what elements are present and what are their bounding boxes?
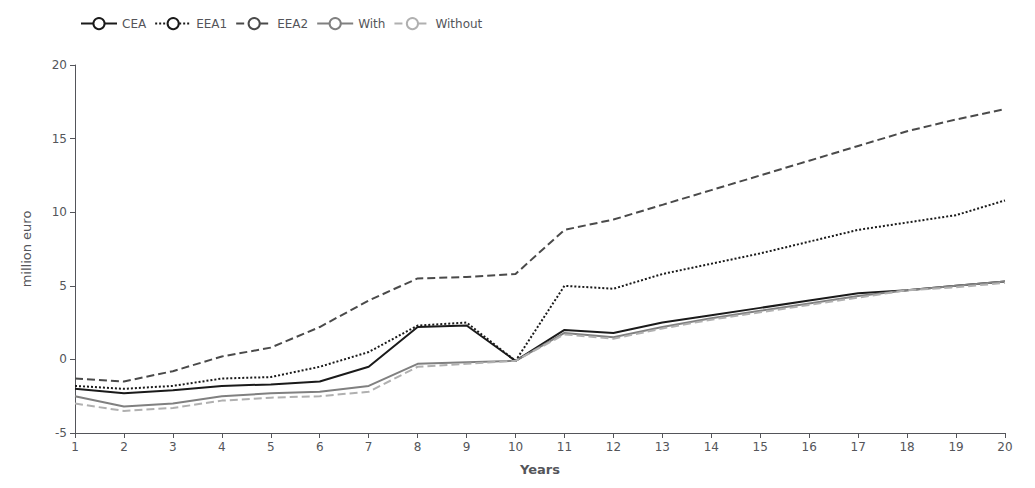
svg-text:7: 7 <box>365 440 373 454</box>
svg-text:15: 15 <box>52 132 67 146</box>
svg-text:1: 1 <box>71 440 79 454</box>
svg-text:16: 16 <box>802 440 817 454</box>
svg-text:11: 11 <box>557 440 572 454</box>
svg-text:3: 3 <box>169 440 177 454</box>
svg-text:EEA1: EEA1 <box>196 17 227 31</box>
svg-text:2: 2 <box>120 440 128 454</box>
svg-text:19: 19 <box>948 440 963 454</box>
svg-text:5: 5 <box>59 279 67 293</box>
svg-text:9: 9 <box>463 440 471 454</box>
svg-text:EEA2: EEA2 <box>277 17 308 31</box>
svg-text:CEA: CEA <box>122 17 147 31</box>
svg-text:million euro: million euro <box>19 211 34 288</box>
svg-text:With: With <box>358 17 385 31</box>
svg-text:17: 17 <box>851 440 866 454</box>
svg-text:Without: Without <box>435 17 482 31</box>
svg-text:Years: Years <box>519 462 560 477</box>
svg-text:6: 6 <box>316 440 324 454</box>
svg-text:-5: -5 <box>55 426 67 440</box>
svg-text:20: 20 <box>997 440 1012 454</box>
svg-text:4: 4 <box>218 440 226 454</box>
svg-text:10: 10 <box>508 440 523 454</box>
svg-text:15: 15 <box>753 440 768 454</box>
svg-text:18: 18 <box>899 440 914 454</box>
svg-text:10: 10 <box>52 205 67 219</box>
svg-text:12: 12 <box>606 440 621 454</box>
svg-text:8: 8 <box>414 440 422 454</box>
svg-text:14: 14 <box>704 440 719 454</box>
svg-text:0: 0 <box>59 352 67 366</box>
svg-text:20: 20 <box>52 58 67 72</box>
svg-text:5: 5 <box>267 440 275 454</box>
svg-text:13: 13 <box>655 440 670 454</box>
